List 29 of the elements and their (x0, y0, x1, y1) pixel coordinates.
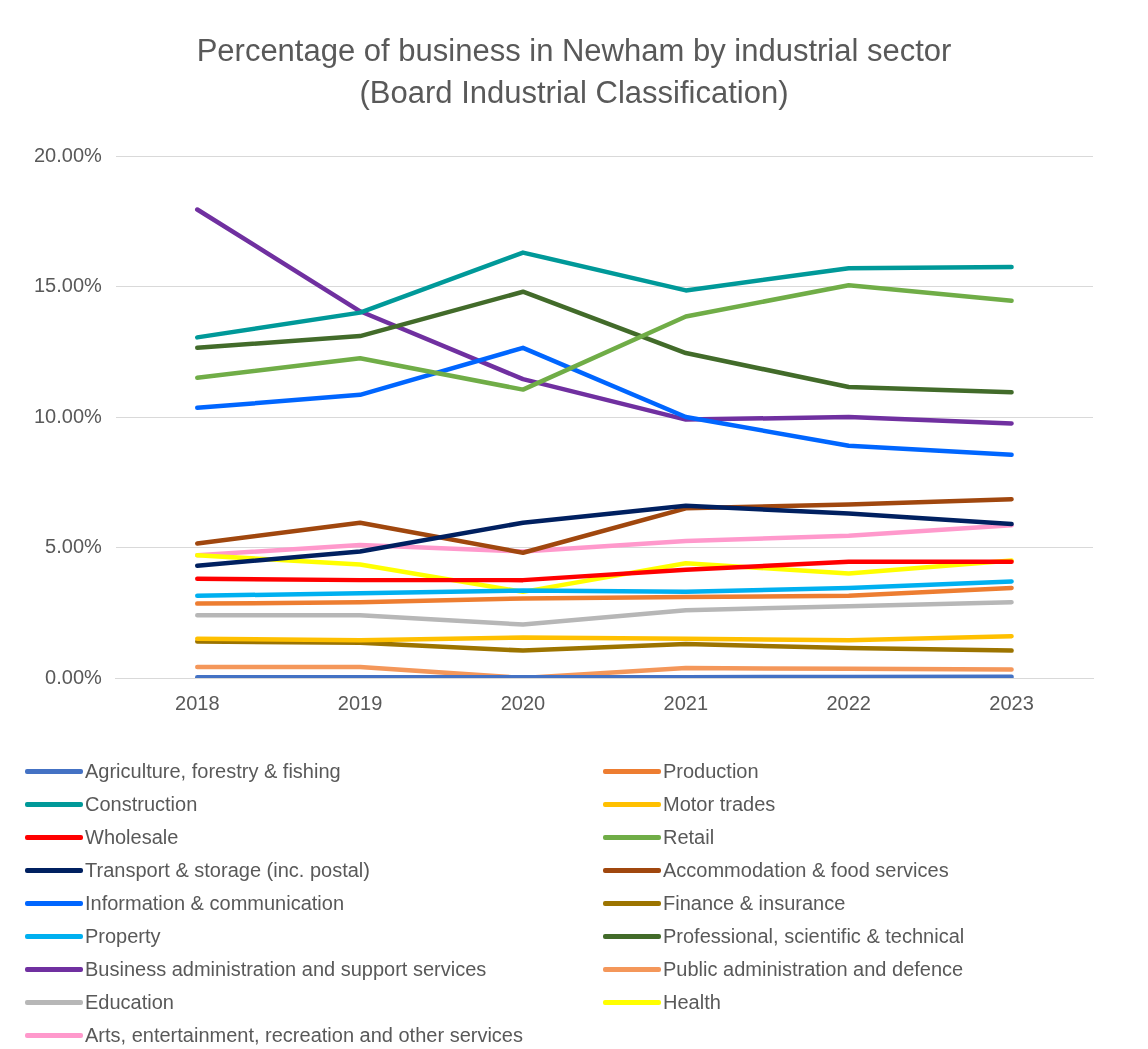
x-tick-label: 2019 (337, 691, 383, 714)
legend-label: Accommodation & food services (663, 859, 949, 882)
x-tick-label: 2023 (989, 691, 1034, 714)
x-tick-label: 2020 (500, 691, 546, 714)
legend-label: Education (85, 991, 174, 1014)
legend-label: Agriculture, forestry & fishing (85, 760, 341, 783)
legend-label: Property (85, 925, 161, 948)
x-tick-label: 2022 (826, 691, 871, 714)
y-tick-label: 10.00% (33, 404, 103, 427)
legend-label: Information & communication (85, 892, 345, 915)
chart-title: Percentage of business in Newham by industrial sector (Board Industrial Classification) (195, 32, 953, 112)
legend-label: Motor trades (663, 793, 776, 816)
legend-label: Arts, entertainment, recreation and other services (85, 1024, 523, 1047)
legend-label: Construction (85, 793, 198, 816)
legend-label: Public administration and defence (663, 958, 964, 981)
x-tick-label: 2018 (175, 691, 220, 714)
y-tick-label: 5.00% (45, 535, 103, 558)
y-tick-label: 0.00% (45, 665, 103, 688)
legend-label: Production (663, 760, 759, 783)
legend-label: Health (663, 991, 721, 1014)
legend-label: Transport & storage (inc. postal) (85, 859, 370, 882)
x-tick-label: 2021 (663, 691, 709, 714)
legend-label: Professional, scientific & technical (663, 925, 965, 948)
legend-label: Finance & insurance (663, 892, 846, 915)
legend-label: Wholesale (85, 826, 179, 849)
y-tick-label: 15.00% (33, 274, 103, 297)
legend-label: Business administration and support services (85, 958, 487, 981)
legend-label: Retail (663, 826, 715, 849)
y-tick-label: 20.00% (33, 143, 103, 166)
